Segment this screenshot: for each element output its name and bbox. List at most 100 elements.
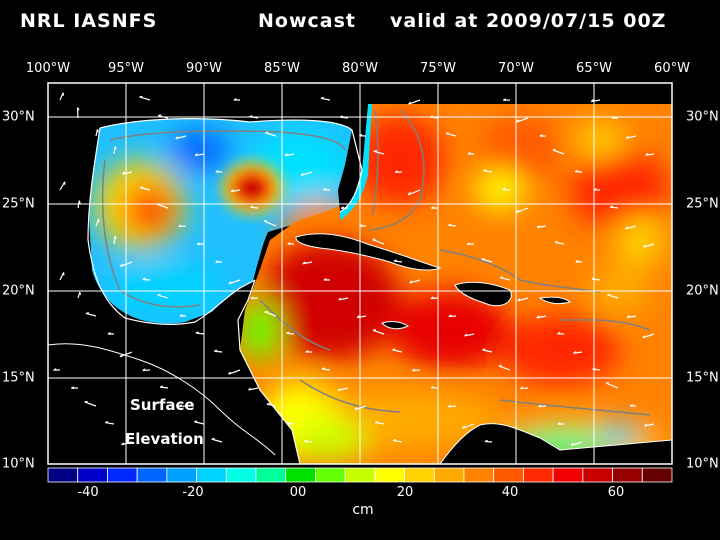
current-vector-head [354,407,358,411]
current-vector [642,333,655,339]
current-vector-head [139,95,143,98]
current-vector [481,258,493,263]
current-vector-head [481,258,485,260]
map-frame [47,82,673,465]
current-vector-head [228,281,232,285]
current-vector-head [445,132,449,135]
current-vector-head [645,152,649,156]
current-vector-head [302,261,306,265]
current-vector [357,315,367,319]
current-vector-head [265,131,269,134]
current-vector [645,153,655,156]
lat-label-right: 15°N [686,370,719,386]
current-vector [156,203,169,209]
current-vector-head [536,225,540,228]
model-name: NRL IASNFS [20,10,158,32]
colorbar-swatch [344,467,376,483]
current-vectors [53,92,655,446]
lat-label-left: 10°N [2,456,35,472]
current-vector [228,279,241,285]
lon-label: 60°W [654,61,690,76]
current-vector-head [375,420,379,424]
current-vector-head [372,329,377,331]
current-vector-head [448,223,452,226]
lat-label-left: 30°N [2,109,35,125]
current-vector [605,382,619,389]
colorbar [47,467,673,483]
current-vector-head [250,205,254,208]
field-label-surface: Surface [130,396,195,414]
current-vector-head [625,135,629,139]
current-vector-head [607,293,611,296]
current-vector [231,189,241,193]
current-vector [300,171,313,177]
current-vector-head [642,244,646,248]
current-vector-head [502,98,507,101]
valid-time: valid at 2009/07/15 00Z [390,10,667,32]
current-vector [139,96,151,101]
current-vector-head [483,169,487,172]
colorbar-tick: 40 [501,485,519,500]
colorbar-swatch [433,467,465,483]
current-vector [194,153,205,157]
current-vector [591,278,601,281]
current-vector [195,332,205,335]
north-america-landmass [48,83,352,330]
current-vector-head [409,280,413,284]
current-vector-head [373,149,377,152]
current-vector-head [557,331,561,335]
lat-label-right: 25°N [686,196,719,212]
current-vector-head [175,136,179,140]
lat-label-left: 20°N [2,283,35,299]
current-vector-head [142,277,146,281]
current-vector-head [467,152,471,155]
current-vector [284,153,295,157]
current-vector-head [338,297,342,301]
current-vector-head [248,387,252,391]
central-america-landmass [48,232,300,464]
current-vector [338,297,349,301]
current-vector [59,272,65,281]
current-vector-head [157,293,161,296]
current-vector [498,365,511,371]
current-vector [122,171,133,175]
current-vector [573,351,583,354]
current-vector-head [392,348,396,351]
puerto-rico-island [538,296,572,305]
current-vector-head [323,278,327,281]
current-vector-head [520,386,524,390]
lon-label: 70°W [498,61,534,76]
current-vector [412,369,421,372]
current-vector [194,421,205,425]
current-vector [302,261,313,265]
lon-label: 65°W [576,61,612,76]
colorbar-tick: -40 [77,485,99,500]
colorbar-swatch [552,467,584,483]
current-vector-head [502,187,506,191]
jamaica-island [381,321,409,330]
current-vector [113,146,116,155]
current-vector-head [340,206,344,209]
colorbar-swatch [463,467,495,483]
current-vector-head [114,235,117,239]
hispaniola-island [454,281,512,307]
current-vector-head [194,420,198,423]
current-vector-head [266,402,270,405]
current-vector-head [464,333,468,337]
colorbar-swatch [612,467,643,483]
current-vector [644,423,655,427]
current-vector [228,369,241,375]
current-vector [175,135,187,140]
current-vector-head [574,169,578,173]
current-vector [320,97,331,101]
colorbar-swatch [255,467,287,483]
current-vector-head [195,331,199,334]
current-vector-head [642,335,646,339]
current-vector-head [287,421,291,425]
current-vector [537,225,547,229]
lon-label: 75°W [420,61,456,76]
current-vector [373,150,385,155]
current-vector-head [211,437,215,440]
current-vector [409,279,421,284]
colorbar-swatch [47,467,79,483]
